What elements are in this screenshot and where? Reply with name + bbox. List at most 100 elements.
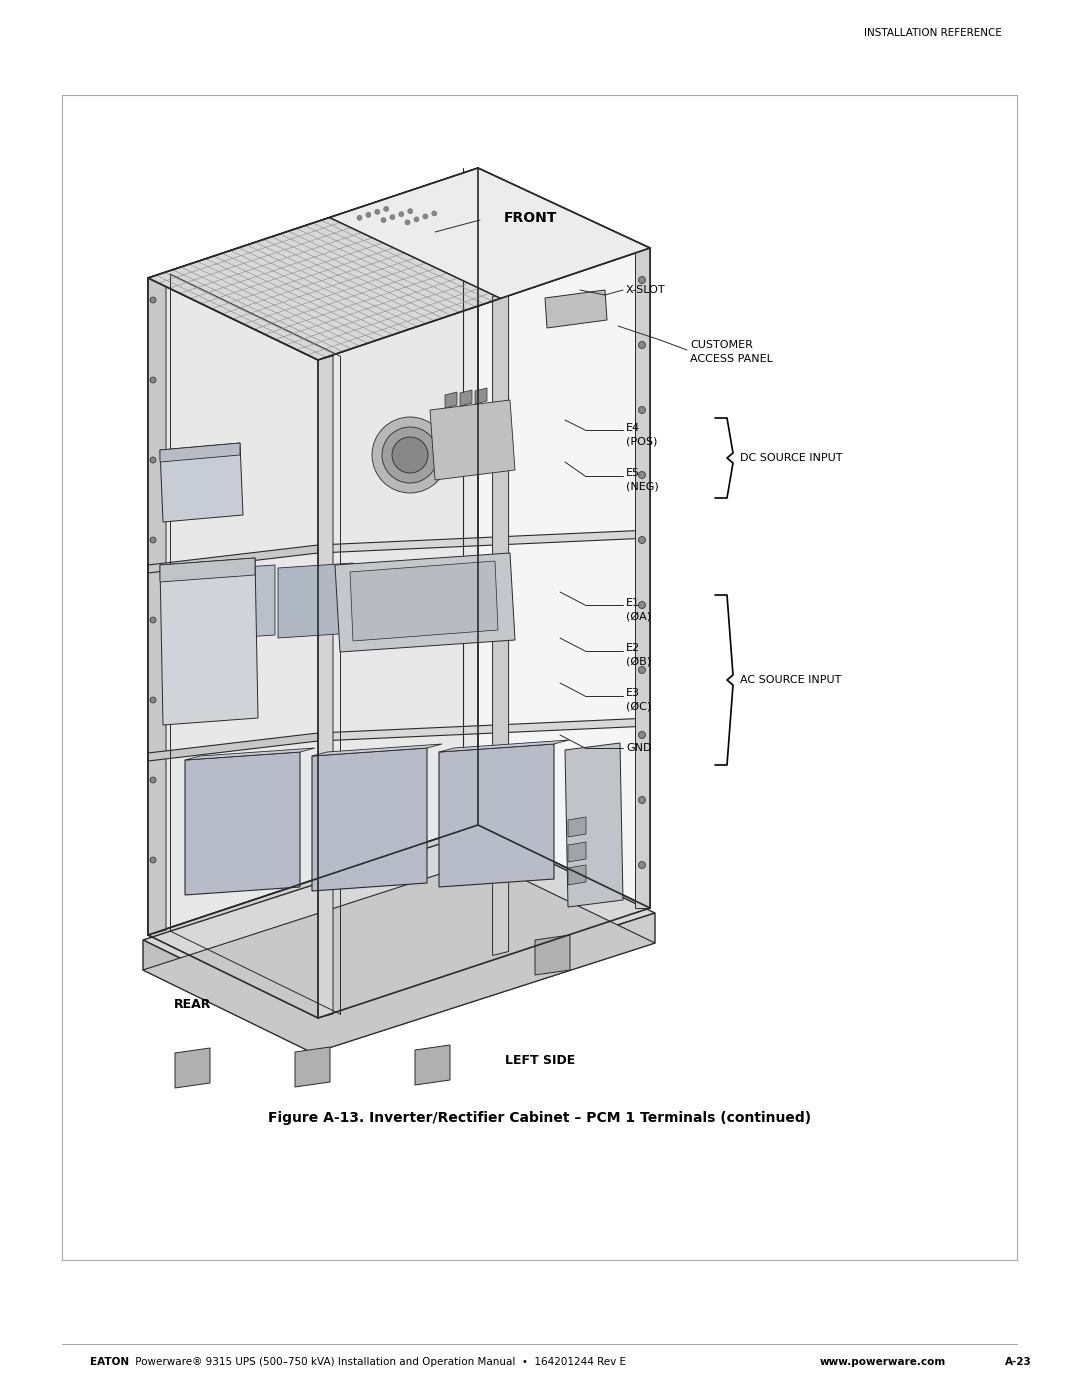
Polygon shape: [568, 842, 586, 862]
Circle shape: [405, 219, 410, 225]
Text: GND: GND: [626, 743, 651, 753]
Polygon shape: [430, 400, 515, 481]
Circle shape: [638, 666, 646, 673]
Polygon shape: [313, 914, 654, 1053]
Circle shape: [399, 212, 404, 217]
Text: Figure A-13. Inverter/Rectifier Cabinet – PCM 1 Terminals (continued): Figure A-13. Inverter/Rectifier Cabinet …: [269, 1111, 811, 1125]
Circle shape: [390, 215, 395, 219]
Polygon shape: [438, 740, 569, 752]
Polygon shape: [350, 562, 498, 641]
Circle shape: [638, 862, 646, 869]
Polygon shape: [460, 390, 472, 407]
Polygon shape: [175, 1048, 210, 1088]
Text: X-SLOT: X-SLOT: [626, 285, 665, 295]
Polygon shape: [295, 1046, 330, 1087]
Text: E3
(ØC): E3 (ØC): [626, 689, 651, 711]
Polygon shape: [568, 865, 586, 886]
Polygon shape: [475, 388, 487, 404]
Polygon shape: [568, 817, 586, 837]
Circle shape: [423, 214, 428, 219]
Polygon shape: [438, 745, 554, 887]
Circle shape: [150, 377, 156, 383]
Polygon shape: [200, 564, 275, 640]
Polygon shape: [148, 218, 501, 360]
Polygon shape: [335, 553, 515, 652]
Text: www.powerware.com: www.powerware.com: [820, 1356, 946, 1368]
Polygon shape: [143, 861, 654, 1053]
Circle shape: [366, 212, 370, 218]
Circle shape: [638, 277, 646, 284]
Text: EATON: EATON: [90, 1356, 130, 1368]
Circle shape: [357, 215, 362, 221]
Circle shape: [150, 697, 156, 703]
Polygon shape: [318, 249, 650, 1018]
Text: E4
(POS): E4 (POS): [626, 423, 658, 447]
Circle shape: [381, 218, 386, 222]
Circle shape: [414, 217, 419, 222]
Polygon shape: [312, 745, 442, 756]
Circle shape: [638, 472, 646, 479]
Polygon shape: [445, 393, 457, 408]
Polygon shape: [185, 752, 300, 895]
Polygon shape: [185, 747, 315, 760]
Circle shape: [150, 457, 156, 462]
Polygon shape: [160, 557, 258, 725]
Polygon shape: [565, 743, 623, 907]
Circle shape: [638, 796, 646, 803]
Polygon shape: [545, 291, 607, 328]
Polygon shape: [160, 443, 240, 462]
Circle shape: [638, 732, 646, 739]
Polygon shape: [148, 826, 650, 1018]
Circle shape: [375, 210, 380, 214]
Text: E1
(ØA): E1 (ØA): [626, 598, 651, 622]
Polygon shape: [312, 747, 427, 891]
Polygon shape: [535, 935, 570, 975]
Polygon shape: [160, 443, 243, 522]
Polygon shape: [148, 168, 650, 360]
Polygon shape: [318, 718, 650, 740]
Text: Powerware® 9315 UPS (500–750 kVA) Installation and Operation Manual  •  16420124: Powerware® 9315 UPS (500–750 kVA) Instal…: [132, 1356, 630, 1368]
Polygon shape: [356, 562, 431, 636]
Polygon shape: [318, 356, 333, 1018]
Polygon shape: [329, 168, 650, 299]
Polygon shape: [415, 1045, 450, 1085]
Polygon shape: [635, 249, 650, 908]
Circle shape: [638, 536, 646, 543]
Bar: [62, 95, 1017, 1260]
Circle shape: [382, 427, 438, 483]
Polygon shape: [160, 557, 255, 583]
Circle shape: [150, 298, 156, 303]
Polygon shape: [148, 272, 166, 935]
Polygon shape: [148, 278, 318, 1018]
Text: CUSTOMER
ACCESS PANEL: CUSTOMER ACCESS PANEL: [690, 341, 773, 363]
Text: A-23: A-23: [1005, 1356, 1031, 1368]
Circle shape: [372, 416, 448, 493]
Polygon shape: [318, 529, 650, 553]
Polygon shape: [492, 292, 509, 956]
Text: E2
(ØB): E2 (ØB): [626, 644, 651, 666]
Circle shape: [638, 341, 646, 348]
Circle shape: [150, 777, 156, 782]
Polygon shape: [148, 168, 478, 935]
Circle shape: [383, 207, 389, 211]
Polygon shape: [143, 940, 313, 1053]
Circle shape: [638, 602, 646, 609]
Text: LEFT SIDE: LEFT SIDE: [504, 1053, 576, 1066]
Polygon shape: [148, 733, 318, 761]
Text: E5
(NEG): E5 (NEG): [626, 468, 659, 492]
Text: DC SOURCE INPUT: DC SOURCE INPUT: [740, 453, 842, 462]
Circle shape: [392, 437, 428, 474]
Polygon shape: [278, 563, 353, 638]
Text: INSTALLATION REFERENCE: INSTALLATION REFERENCE: [864, 28, 1002, 38]
Polygon shape: [148, 545, 318, 573]
Text: FRONT: FRONT: [503, 211, 556, 225]
Circle shape: [638, 407, 646, 414]
Text: AC SOURCE INPUT: AC SOURCE INPUT: [740, 675, 841, 685]
Circle shape: [432, 211, 436, 217]
Text: REAR: REAR: [174, 999, 212, 1011]
Circle shape: [150, 856, 156, 863]
Circle shape: [408, 208, 413, 214]
Polygon shape: [143, 830, 654, 1023]
Circle shape: [150, 617, 156, 623]
Circle shape: [150, 536, 156, 543]
